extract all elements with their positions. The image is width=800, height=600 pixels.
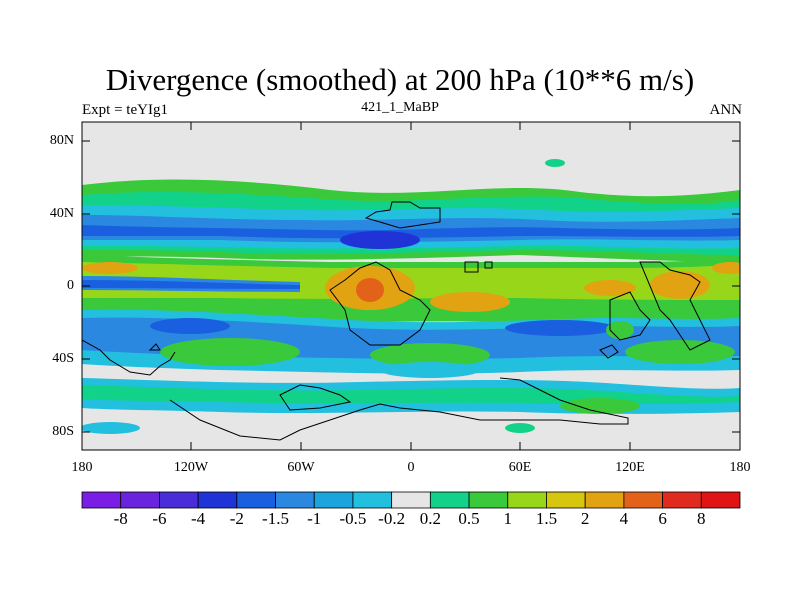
season-label: ANN [709,102,743,118]
colorbar-tick-label: -8 [113,509,128,528]
colorbar-tick-label: -1.5 [262,509,289,528]
lon-tick-label: 60W [287,460,315,475]
contour-arctic-green [545,159,565,167]
lat-tick-label: 0 [67,278,74,293]
contour-sh-green-4 [606,321,634,339]
coastline-australia [609,291,651,341]
colorbar-swatch [700,491,741,509]
colorbar-swatch [81,491,122,509]
contour-tropics-orange-5 [650,271,710,299]
lat-tick-label: 40S [52,351,74,366]
lat-tick-label: 40N [49,206,74,221]
experiment-label: Expt = teYIg1 [82,102,168,118]
contour-tropics-orange-1 [82,262,138,274]
colorbar-tick-label: 0.5 [458,509,480,528]
coastline-south-america [82,339,176,376]
colorbar-tick-label: -4 [191,509,206,528]
coastline-africa-europe [329,201,441,346]
lon-tick-label: 120W [173,460,209,475]
coastline-antarctic-peninsula [279,384,352,411]
coastline-asia [639,261,711,351]
lon-tick-label: 0 [407,460,415,475]
colorbar-swatch [546,491,586,509]
contour-tropics-red-1 [356,278,384,302]
lat-tick-label: 80S [52,424,74,439]
contour-sh-green-2 [370,343,490,367]
colorbar-swatch [468,491,509,509]
period-label: 421_1_MaBP [361,100,439,115]
lon-tick-label: 60E [508,460,532,475]
contour-fields [82,159,740,434]
coastline-antarctica [169,377,629,441]
colorbar-tick-label: -2 [229,509,244,528]
colorbar-tick-label: -6 [152,509,167,528]
contour-sh-core-1 [150,318,230,334]
contour-core-nh [340,231,420,249]
colorbar-tick-label: 6 [658,509,667,528]
colorbar-swatch [623,491,663,509]
lon-tick-label: 180 [729,460,751,475]
colorbar-tick-label: 8 [697,509,706,528]
coastlines [82,201,711,441]
colorbar-tick-label: 0.2 [419,509,441,528]
colorbar-tick-label: 4 [619,509,629,528]
colorbar-swatch [275,491,315,509]
lon-tick-label: 120E [615,460,645,475]
colorbar-swatch [197,491,238,509]
contour-shmid-cyan-2 [380,362,480,378]
colorbar-swatch [584,491,625,509]
contour-shmid-green [82,385,740,405]
colorbar-tick-label: 1.5 [535,509,558,528]
contour-tropics-orange-4 [584,280,636,296]
contour-equator-dark-blue [82,280,300,289]
contour-band-nh-dark-blue [82,225,740,239]
colorbar-tick-label: -0.5 [339,509,367,528]
contour-tropics-orange-3 [430,292,510,312]
lat-tick-label: 80N [49,133,74,148]
contour-shmid-green-2 [560,398,640,414]
colorbar-swatch [429,491,470,509]
coastline-islands [148,261,619,359]
colorbar-tick-label: -1 [307,509,322,528]
contour-sh-core-2 [505,320,615,336]
contour-shmid-green-5 [505,423,535,433]
contour-sh-green-1 [160,338,300,366]
colorbar-swatch [120,491,160,509]
contour-sh-green-3 [625,340,735,364]
colorbar-swatch [507,491,547,509]
colorbar [81,491,741,509]
colorbar-swatch [313,491,354,509]
lon-tick-label: 180 [71,460,93,475]
colorbar-tick-label: 2 [580,509,590,528]
colorbar-swatch [352,491,393,509]
colorbar-swatch [236,491,276,509]
contour-tropics-orange-6 [712,262,740,274]
colorbar-swatch [391,491,431,509]
plot-title: Divergence (smoothed) at 200 hPa (10**6 … [105,62,695,97]
colorbar-tick-label: 1 [503,509,513,528]
colorbar-tick-label: -0.2 [378,509,406,528]
colorbar-swatch [159,491,199,509]
contour-shmid-cyan-3 [82,422,140,434]
frame-ticks [82,122,740,450]
colorbar-swatch [662,491,702,509]
